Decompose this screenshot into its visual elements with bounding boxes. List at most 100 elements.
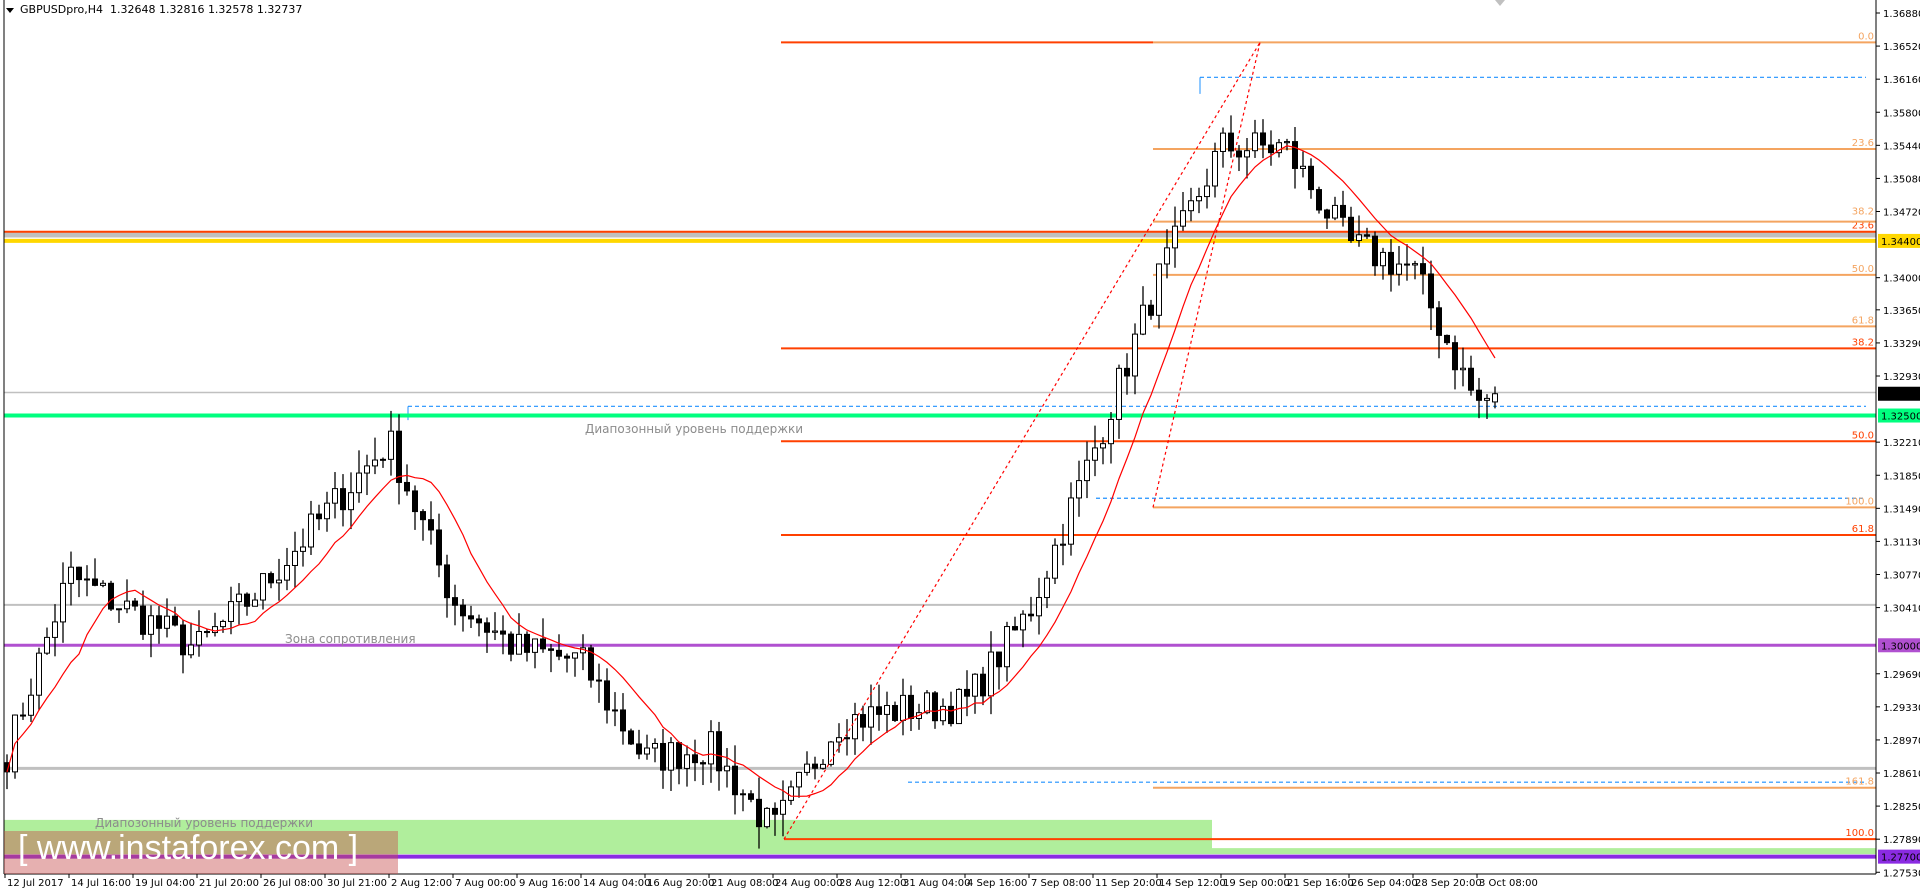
candle-body: [1284, 141, 1290, 144]
candle-body: [212, 626, 218, 634]
chart-title: GBPUSDpro,H4 1.32648 1.32816 1.32578 1.3…: [6, 3, 302, 16]
candle-body: [948, 705, 954, 725]
candle-body: [1044, 577, 1050, 599]
candle-body: [1004, 626, 1010, 668]
x-tick-label: 24 Aug 00:00: [775, 878, 842, 889]
candle-body: [1196, 196, 1202, 202]
candle-body: [780, 799, 786, 815]
x-tick-label: 7 Sep 08:00: [1031, 878, 1091, 889]
candle-body: [1100, 443, 1106, 449]
candle-body: [180, 624, 186, 656]
fib-orange-label: 38.2: [1852, 207, 1874, 218]
candle-body: [764, 807, 770, 828]
candle-body: [1148, 304, 1154, 316]
candle-body: [772, 807, 778, 815]
x-tick-label: 21 Jul 20:00: [199, 878, 259, 889]
x-tick-label: 14 Jul 16:00: [71, 878, 131, 889]
candle-body: [604, 680, 610, 711]
candle-body: [252, 599, 258, 607]
candle-body: [1260, 132, 1266, 146]
candle-body: [428, 519, 434, 531]
triangle-down-icon[interactable]: [6, 7, 14, 13]
x-tick-label: 11 Sep 20:00: [1095, 878, 1162, 889]
candle-body: [804, 763, 810, 773]
x-tick-label: 19 Sep 00:00: [1223, 878, 1290, 889]
y-tick-label: 1.35080: [1883, 174, 1920, 185]
price-tag-label: 1.32737: [1881, 390, 1920, 401]
candles: [4, 115, 1498, 849]
candle-body: [76, 566, 82, 581]
candle-body: [1388, 251, 1394, 275]
candle-body: [1396, 263, 1402, 275]
candle-body: [508, 633, 514, 655]
candle-body: [708, 731, 714, 765]
price-tag-label: 1.32500: [1881, 412, 1920, 423]
candle-body: [1172, 225, 1178, 249]
candle-body: [748, 793, 754, 800]
candle-body: [1428, 273, 1434, 309]
candle-body: [236, 593, 242, 603]
watermark-text: [ www.instaforex.com ]: [18, 831, 359, 867]
candle-body: [980, 673, 986, 697]
candle-body: [988, 651, 994, 697]
candle-body: [524, 633, 530, 653]
fib-trendline: [1152, 42, 1261, 508]
x-tick-label: 30 Jul 21:00: [327, 878, 387, 889]
support-lower-label: Диапозонный уровень поддержки: [95, 816, 313, 830]
candle-body: [356, 472, 362, 494]
y-tick-label: 1.33290: [1883, 339, 1920, 350]
candle-body: [652, 742, 658, 749]
candle-body: [1308, 165, 1314, 191]
y-tick-label: 1.31850: [1883, 471, 1920, 482]
candle-body: [460, 604, 466, 617]
candle-body: [868, 706, 874, 728]
candle-body: [28, 694, 34, 716]
candle-body: [492, 630, 498, 633]
candle-body: [924, 692, 930, 714]
candle-body: [124, 600, 130, 610]
candle-body: [668, 742, 674, 771]
candle-body: [276, 579, 282, 584]
candle-body: [1476, 389, 1482, 401]
candle-body: [1332, 204, 1338, 219]
candle-body: [404, 481, 410, 492]
x-tick-label: 16 Aug 20:00: [647, 878, 714, 889]
candle-body: [796, 771, 802, 788]
candle-body: [244, 593, 250, 607]
candle-body: [292, 550, 298, 566]
candle-body: [1300, 165, 1306, 169]
candle-body: [364, 465, 370, 474]
y-tick-label: 1.32930: [1883, 372, 1920, 383]
candle-body: [1372, 235, 1378, 267]
candle-body: [68, 566, 74, 584]
candle-body: [300, 546, 306, 552]
candle-body: [1012, 626, 1018, 631]
candle-body: [44, 636, 50, 654]
watermark: [ www.instaforex.com ]: [4, 831, 398, 874]
fib-red-label: 23.6: [1852, 221, 1874, 232]
price-tag: [1878, 638, 1920, 653]
candle-body: [1092, 447, 1098, 461]
candle-body: [1060, 543, 1066, 546]
candle-body: [532, 638, 538, 653]
candle-body: [828, 741, 834, 765]
shift-marker-icon: [1495, 0, 1505, 6]
candle-body: [316, 513, 322, 520]
candle-body: [156, 615, 162, 629]
candle-body: [140, 605, 146, 635]
y-tick-label: 1.34720: [1883, 208, 1920, 219]
candle-body: [1116, 367, 1122, 420]
candle-body: [852, 714, 858, 740]
candle-body: [220, 620, 226, 628]
fib-orange-label: 0.0: [1858, 31, 1874, 42]
candle-body: [964, 688, 970, 697]
fib-red-label: 38.2: [1852, 337, 1874, 348]
y-tick-label: 1.31130: [1883, 537, 1920, 548]
candle-body: [388, 430, 394, 460]
x-tick-label: 14 Sep 12:00: [1159, 878, 1226, 889]
candle-body: [372, 459, 378, 467]
candle-body: [412, 490, 418, 513]
candle-body: [452, 597, 458, 606]
candle-body: [204, 630, 210, 634]
